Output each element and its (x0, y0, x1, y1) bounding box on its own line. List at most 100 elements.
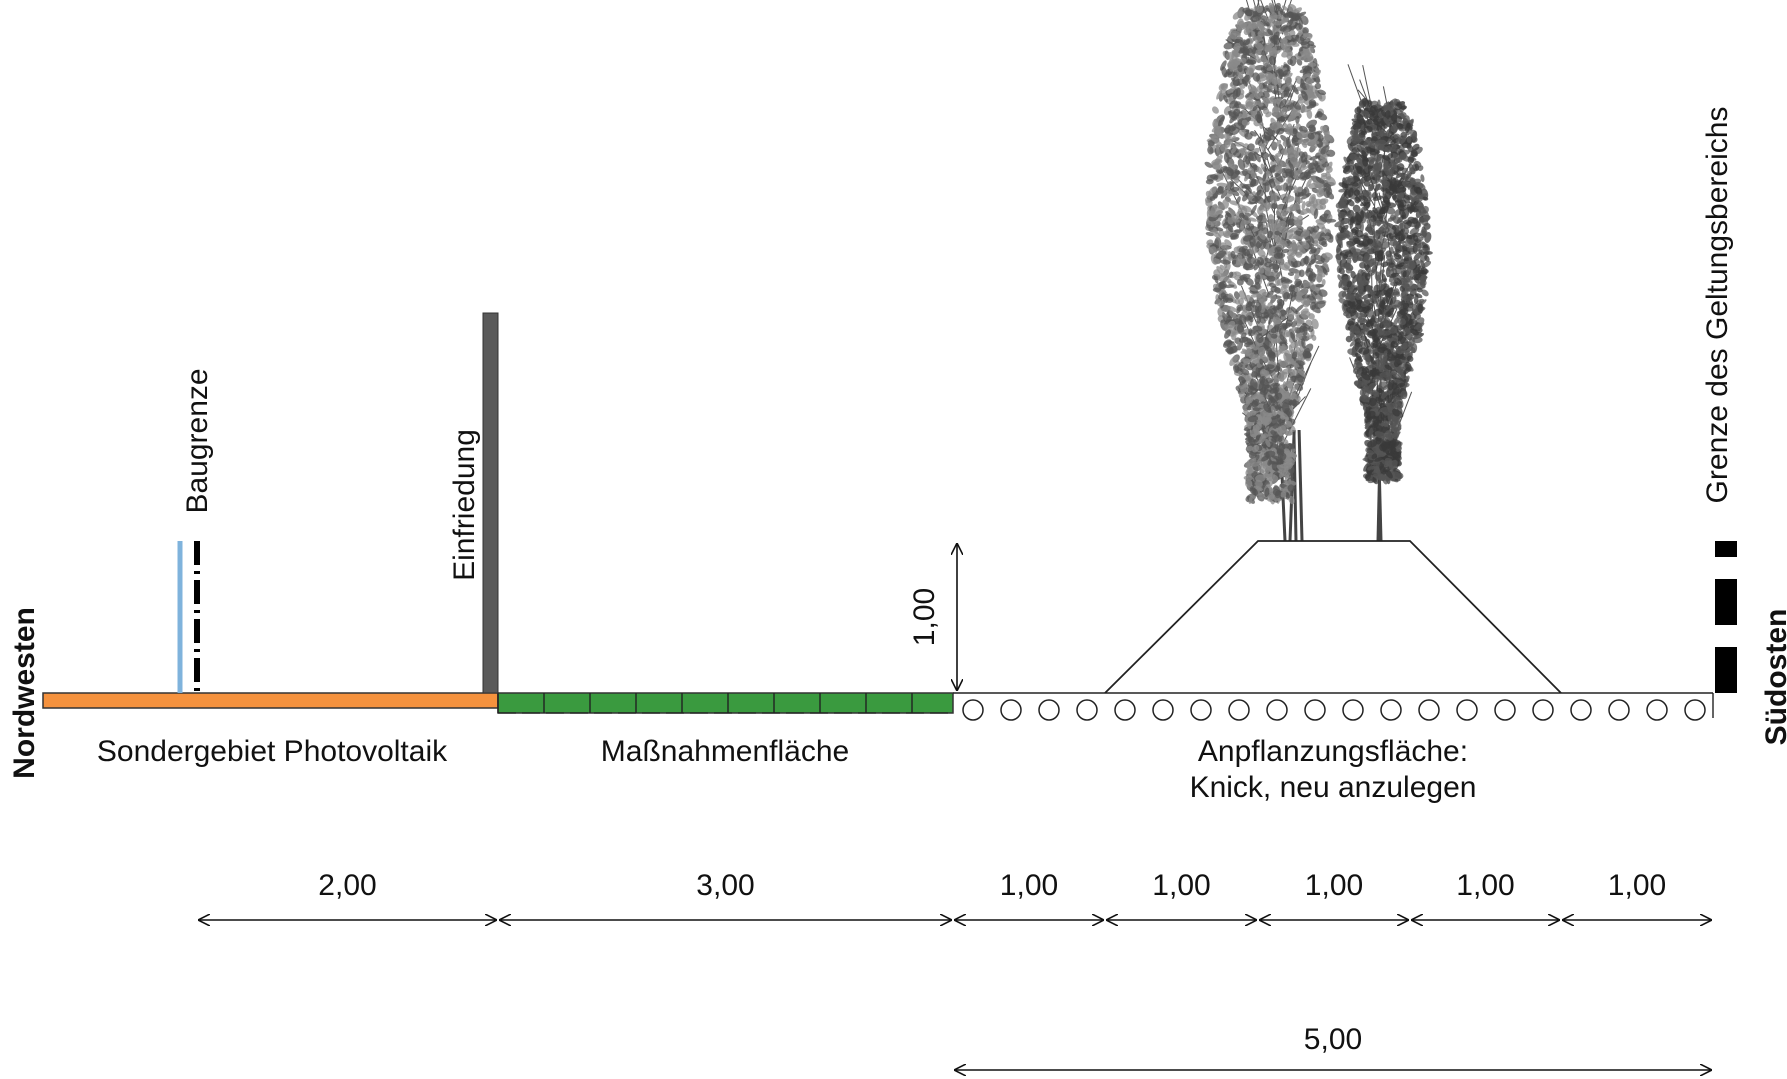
tree-leaf (1411, 232, 1422, 238)
tree-leaf (1395, 454, 1402, 462)
tree-leaf (1391, 113, 1398, 122)
tree-leaf (1367, 466, 1375, 471)
tree-leaf (1363, 169, 1371, 178)
tree-leaf (1297, 139, 1309, 146)
tree-leaf (1395, 157, 1403, 164)
tree-leaf (1262, 59, 1269, 66)
tree-leaf (1313, 254, 1324, 262)
anpflanzung-label-line1: Anpflanzungsfläche: (1198, 735, 1468, 768)
tree-leaf (1375, 375, 1385, 381)
tree-leaf (1291, 84, 1299, 95)
tree-leaf (1404, 238, 1413, 247)
tree-leaf (1368, 355, 1376, 365)
tree-leaf (1213, 174, 1219, 181)
tree-leaf (1272, 317, 1282, 325)
tree-leaf (1220, 144, 1228, 152)
tree-leaf (1281, 343, 1287, 350)
tree-leaf (1224, 277, 1232, 284)
tree-leaf (1421, 289, 1429, 297)
tree-leaf (1375, 226, 1385, 236)
tree-leaf (1340, 224, 1349, 233)
tree-leaf (1279, 184, 1286, 191)
tree-leaf (1313, 208, 1319, 220)
tree-leaf (1276, 464, 1287, 473)
tree-leaf (1326, 191, 1335, 200)
tree-leaf (1367, 309, 1375, 318)
tree-leaf (1258, 83, 1264, 90)
tree-leaf (1323, 256, 1331, 265)
tree-leaf (1365, 226, 1372, 233)
tree-leaf (1264, 487, 1270, 497)
tree-leaf (1220, 259, 1231, 265)
tree-leaf (1354, 342, 1363, 354)
tree-leaf (1253, 151, 1261, 163)
tree-leaf (1379, 465, 1387, 475)
tree-leaf (1314, 82, 1322, 90)
tree-leaf (1254, 92, 1261, 100)
tree-leaf (1288, 495, 1295, 505)
tree-leaf (1262, 107, 1270, 115)
tree-leaf (1281, 367, 1293, 375)
tree-leaf (1371, 130, 1377, 138)
tree-leaf (1240, 219, 1246, 229)
tree-leaf (1230, 170, 1240, 180)
tree-leaf (1288, 159, 1294, 172)
tree-leaf (1292, 216, 1302, 224)
tree-leaf (1365, 264, 1371, 273)
tree-leaf (1254, 274, 1261, 286)
tree-leaf (1280, 392, 1290, 400)
tree-leaf (1409, 129, 1417, 137)
tree-leaf (1215, 250, 1227, 260)
massnahmen-label: Maßnahmenfläche (601, 735, 849, 768)
tree-leaf (1413, 251, 1423, 261)
tree-leaf (1252, 104, 1259, 112)
tree-leaf (1295, 304, 1305, 313)
tree-right (1334, 64, 1433, 542)
tree-leaf (1290, 110, 1300, 117)
segment-dimension-label: 1,00 (1152, 869, 1210, 902)
tree-leaf (1293, 318, 1305, 324)
tree-leaf (1343, 228, 1350, 237)
tree-leaf (1257, 205, 1264, 216)
tree-leaf (1287, 272, 1295, 276)
tree-leaf (1295, 333, 1303, 339)
tree-leaf (1383, 116, 1391, 127)
tree-leaf (1225, 210, 1232, 218)
tree-leaf (1420, 275, 1428, 280)
tree-leaf (1290, 331, 1296, 343)
tree-leaf (1391, 193, 1397, 201)
tree-leaf (1238, 391, 1246, 399)
tree-leaf (1397, 334, 1407, 345)
tree-leaf (1286, 218, 1296, 226)
segment-dimension-chain: 2,00 3,00 1,00 1,00 1,00 1,00 1,00 (199, 869, 1711, 920)
tree-leaf (1279, 98, 1287, 109)
tree-leaf (1286, 136, 1291, 149)
tree-leaf (1342, 276, 1350, 283)
tree-leaf (1271, 462, 1280, 472)
tree-leaf (1211, 230, 1222, 239)
tree-leaf (1397, 239, 1406, 244)
tree-leaf (1308, 235, 1315, 244)
tree-leaf (1397, 203, 1405, 212)
tree-leaf (1393, 424, 1402, 432)
tree-leaf (1363, 338, 1371, 349)
tree-leaf (1236, 22, 1247, 32)
segment-dimension-label: 3,00 (696, 869, 754, 902)
tree-leaf (1364, 212, 1372, 220)
tree-leaf (1230, 146, 1237, 154)
tree-leaf (1296, 374, 1304, 383)
tree-leaf (1311, 318, 1319, 330)
tree-leaf (1405, 287, 1415, 292)
tree-leaf (1245, 155, 1251, 165)
plant-circle (1646, 699, 1668, 721)
tree-leaf (1283, 195, 1295, 203)
tree-leaf (1361, 110, 1370, 116)
tree-leaf (1293, 219, 1301, 227)
tree-leaf (1259, 358, 1264, 365)
tree-leaf (1411, 178, 1422, 186)
tree-leaf (1307, 52, 1314, 63)
tree-leaf (1237, 158, 1246, 170)
tree-leaf (1256, 114, 1263, 124)
tree-leaf (1257, 214, 1263, 224)
tree-leaf (1325, 165, 1333, 173)
